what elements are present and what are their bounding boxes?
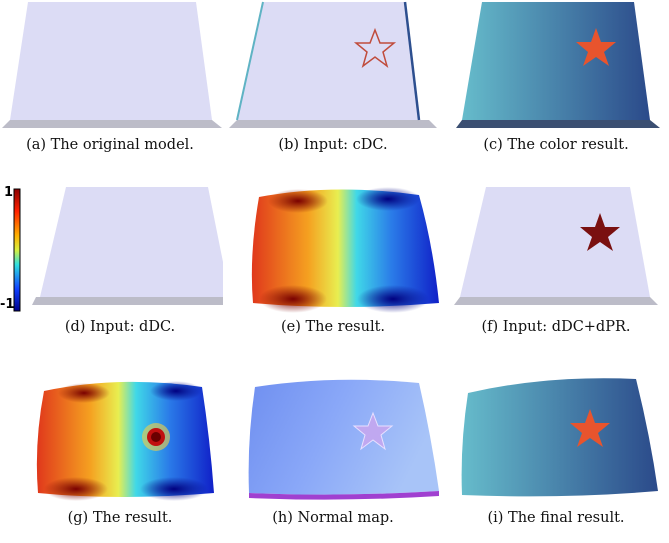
colorbar-gradient — [13, 188, 21, 312]
panel-c-image — [456, 2, 660, 128]
panel-b-caption: (b) Input: cDC. — [278, 137, 388, 153]
panel-i-caption: (i) The final result. — [487, 510, 625, 526]
panel-a-caption: (a) The original model. — [26, 137, 194, 153]
panel-a: (a) The original model. — [0, 0, 223, 172]
panel-e-caption: (e) The result. — [280, 319, 386, 335]
panel-h-image — [248, 379, 439, 500]
panel-c: (c) The color result. — [446, 0, 669, 172]
panel-i-image — [461, 378, 658, 497]
star-filled-icon — [570, 409, 610, 447]
panel-f-image — [454, 186, 658, 305]
panel-e: (e) The result. — [223, 185, 446, 357]
panel-g: (g) The result. — [0, 375, 223, 543]
panel-h: (h) Normal map. — [223, 375, 446, 543]
panel-d-caption: (d) Input: dDC. — [64, 319, 176, 335]
colorbar: 1 -1 — [0, 185, 40, 315]
panel-g-image — [36, 381, 214, 501]
star-embossed-icon — [352, 411, 394, 451]
star-filled-icon — [576, 28, 616, 66]
panel-a-image — [2, 2, 222, 128]
panel-i: (i) The final result. — [446, 375, 669, 543]
panel-d-image — [32, 186, 223, 305]
panel-c-caption: (c) The color result. — [483, 137, 629, 153]
panel-b: (b) Input: cDC. — [223, 0, 446, 172]
panel-h-caption: (h) Normal map. — [272, 510, 394, 526]
panel-f-caption: (f) Input: dDC+dPR. — [481, 319, 631, 335]
panel-b-image — [229, 1, 437, 128]
star-outline-icon — [353, 27, 397, 68]
star-filled-icon — [580, 213, 620, 251]
panel-e-image — [251, 187, 439, 313]
panel-d: (d) Input: dDC. — [0, 185, 223, 357]
panel-f: (f) Input: dDC+dPR. — [446, 185, 669, 357]
colorbar-min-label: -1 — [0, 297, 15, 312]
colorbar-max-label: 1 — [4, 185, 14, 200]
panel-g-caption: (g) The result. — [67, 510, 173, 526]
